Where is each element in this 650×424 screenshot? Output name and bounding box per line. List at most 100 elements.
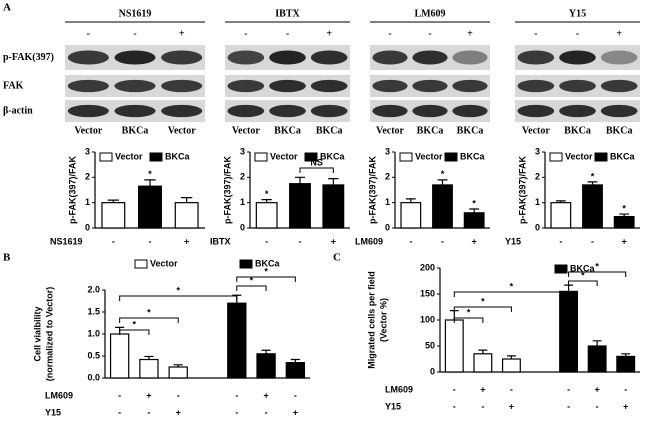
bar xyxy=(101,202,126,229)
treatment-sign: + xyxy=(616,28,622,39)
y-tick-label: 0 xyxy=(385,222,390,232)
legend-swatch xyxy=(549,152,563,162)
treatment-sign: - xyxy=(286,28,289,39)
y-tick-label: 2 xyxy=(85,172,90,182)
significance-bracket xyxy=(119,317,179,323)
y-tick-label: 3 xyxy=(535,146,540,156)
treatment-sign: - xyxy=(453,401,456,411)
treatment-sign: + xyxy=(184,236,189,246)
y-tick-label: 0 xyxy=(430,366,435,376)
legend-label: Vector xyxy=(415,151,443,161)
y-tick-label: 1 xyxy=(535,197,540,207)
treatment-label: LM609 xyxy=(355,236,383,246)
y-tick-label: 3 xyxy=(385,146,390,156)
bar xyxy=(613,216,635,229)
blot-band xyxy=(269,79,306,93)
blot-band xyxy=(372,79,408,93)
error-bar xyxy=(290,358,300,363)
significance-label: * xyxy=(441,169,445,179)
y-tick-label: 150 xyxy=(420,288,435,298)
blot-band xyxy=(412,50,448,65)
blot-band xyxy=(559,79,596,93)
treatment-sign: + xyxy=(293,407,298,417)
lane-label: Vector xyxy=(232,125,261,136)
blot-band xyxy=(161,104,203,118)
panel-label: A xyxy=(3,2,11,14)
error-bar xyxy=(261,199,272,203)
y-axis-label: p-FAK(397)/FAK xyxy=(67,156,77,225)
blot-band xyxy=(600,79,638,93)
lane-label: BKCa xyxy=(316,125,343,136)
treatment-sign: - xyxy=(112,236,115,246)
y-tick-label: 1 xyxy=(240,197,245,207)
blot-band xyxy=(372,104,408,118)
treatment-sign: + xyxy=(623,401,628,411)
y-tick-label: 0.5 xyxy=(87,350,100,360)
treatment-sign: + xyxy=(480,384,485,394)
treatment-label: LM609 xyxy=(385,384,413,394)
blot-band xyxy=(227,79,265,93)
treatment-sign: - xyxy=(453,384,456,394)
blot-band xyxy=(269,104,306,118)
y-axis-label: (Vector %) xyxy=(378,298,388,342)
treatment-sign: - xyxy=(299,236,302,246)
significance-bracket xyxy=(119,295,238,301)
y-tick-label: 0 xyxy=(85,222,90,232)
blot-band xyxy=(114,79,156,93)
treatment-sign: - xyxy=(510,384,513,394)
bar xyxy=(444,319,464,373)
legend-swatch xyxy=(239,259,253,269)
significance-bracket xyxy=(453,306,512,312)
bar xyxy=(285,362,306,379)
treatment-sign: - xyxy=(244,28,247,39)
blot-band xyxy=(559,104,596,118)
y-tick-label: 100 xyxy=(420,314,435,324)
legend-label: Vector xyxy=(150,258,178,268)
treatment-sign: - xyxy=(428,28,431,39)
bar xyxy=(501,358,521,373)
legend-label: BKCa xyxy=(460,151,485,161)
lane-label: Vector xyxy=(522,125,551,136)
treatment-sign: - xyxy=(147,407,150,417)
blot-band xyxy=(600,50,638,65)
y-tick-label: 50 xyxy=(425,340,435,350)
significance-bracket xyxy=(453,291,570,297)
significance-bracket xyxy=(568,271,627,277)
bar xyxy=(139,358,159,379)
y-tick-label: 1.0 xyxy=(87,328,100,338)
blot-band xyxy=(559,50,596,65)
treatment-label: LM609 xyxy=(45,390,73,400)
y-tick-label: 0.0 xyxy=(87,372,100,382)
bar xyxy=(256,353,276,379)
error-bar xyxy=(587,181,598,185)
blot-row-label: p-FAK(397) xyxy=(3,52,54,63)
treatment-sign: - xyxy=(576,28,579,39)
bar xyxy=(463,212,485,229)
y-axis-label: Cell vialbility xyxy=(32,306,42,361)
lane-label: BKCa xyxy=(606,125,633,136)
lane-label: BKCa xyxy=(564,125,591,136)
bar xyxy=(227,302,247,379)
significance-label: * xyxy=(133,319,137,329)
treatment-label: IBTX xyxy=(210,236,231,246)
legend-swatch xyxy=(554,264,568,274)
legend-swatch xyxy=(149,152,163,162)
error-bar xyxy=(478,349,488,354)
bar xyxy=(138,185,162,229)
error-bar xyxy=(328,178,339,185)
treatment-sign: + xyxy=(331,236,336,246)
blot-title: NS1619 xyxy=(119,8,152,19)
y-axis-label: p-FAK(397)/FAK xyxy=(222,156,232,225)
lane-label: BKCa xyxy=(417,125,444,136)
y-axis-label: p-FAK(397)/FAK xyxy=(367,156,377,225)
error-bar xyxy=(437,179,448,185)
treatment-sign: - xyxy=(118,390,121,400)
lane-label: Vector xyxy=(74,125,103,136)
y-axis-label: Migrated cells per field xyxy=(366,271,376,369)
y-tick-label: 2.0 xyxy=(87,284,100,294)
significance-label: * xyxy=(265,189,269,199)
legend-label: BKCa xyxy=(165,151,190,161)
treatment-sign: - xyxy=(265,407,268,417)
blot-band xyxy=(372,50,408,65)
